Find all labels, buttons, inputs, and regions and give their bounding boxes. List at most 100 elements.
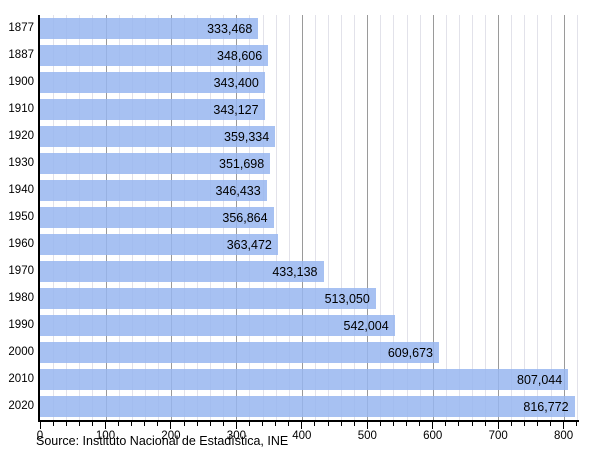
minor-tick (340, 422, 342, 426)
minor-tick (209, 422, 211, 426)
bar-value-label: 351,698 (219, 156, 265, 171)
minor-tick (536, 422, 538, 426)
x-axis-line (38, 420, 579, 422)
bar-1980: 513,050 (40, 288, 376, 309)
major-tick (170, 422, 172, 429)
minor-tick (471, 422, 473, 426)
x-tick-label-600: 600 (423, 430, 443, 442)
x-tick-label-100: 100 (95, 430, 116, 442)
major-tick (497, 422, 499, 429)
bar-1940: 346,433 (40, 180, 267, 201)
bar-value-label: 807,044 (517, 372, 563, 387)
bar-1960: 363,472 (40, 234, 278, 255)
bar-1970: 433,138 (40, 261, 324, 282)
source-note: Source: Instituto Nacional de Estadístic… (36, 434, 289, 448)
x-tick-label-300: 300 (226, 430, 246, 442)
minor-gridline (537, 15, 539, 420)
minor-tick (353, 422, 355, 426)
x-tick-label-700: 700 (488, 430, 508, 442)
bar-value-label: 359,334 (224, 129, 270, 144)
major-tick (563, 422, 565, 429)
year-label-1970: 1970 (8, 265, 34, 277)
minor-tick (262, 422, 263, 426)
minor-tick (510, 422, 512, 426)
bar-1887: 348,606 (40, 45, 269, 66)
minor-tick (91, 422, 93, 426)
bar-1950: 356,864 (40, 207, 274, 228)
year-label-1950: 1950 (8, 211, 34, 223)
minor-gridline (445, 15, 447, 420)
x-tick-label-200: 200 (161, 430, 181, 442)
year-label-2020: 2020 (8, 400, 34, 412)
minor-gridline (341, 15, 343, 420)
bar-1900: 343,400 (40, 72, 265, 93)
major-gridline (432, 15, 434, 420)
major-gridline (301, 15, 303, 420)
minor-tick (484, 422, 486, 426)
x-tick-label-400: 400 (292, 430, 312, 442)
minor-gridline (419, 15, 421, 420)
bar-1877: 333,468 (40, 18, 259, 39)
minor-tick (222, 422, 224, 426)
major-gridline (563, 15, 565, 420)
bar-value-label: 346,433 (215, 183, 261, 198)
year-label-2010: 2010 (8, 373, 34, 385)
bar-value-label: 343,127 (213, 102, 259, 117)
bar-2010: 807,044 (40, 369, 569, 390)
bar-1920: 359,334 (40, 126, 276, 147)
bar-value-label: 348,606 (217, 48, 263, 63)
x-tick-label-800: 800 (554, 430, 574, 442)
bar-value-label: 363,472 (226, 237, 272, 252)
minor-gridline (524, 15, 526, 420)
bar-value-label: 356,864 (222, 210, 268, 225)
minor-tick (131, 422, 133, 426)
minor-tick (419, 422, 421, 426)
minor-gridline (380, 15, 382, 420)
y-axis-line (38, 15, 40, 422)
year-label-1940: 1940 (8, 184, 34, 196)
minor-gridline (472, 15, 473, 420)
major-tick (235, 422, 237, 429)
year-label-1910: 1910 (8, 103, 34, 115)
minor-gridline (393, 15, 395, 420)
minor-tick (52, 422, 54, 426)
year-label-1877: 1877 (8, 22, 34, 34)
minor-gridline (550, 15, 552, 420)
bar-1990: 542,004 (40, 315, 395, 336)
bar-2020: 816,772 (40, 396, 575, 417)
major-tick (301, 422, 303, 429)
minor-gridline (458, 15, 460, 420)
minor-gridline (406, 15, 408, 420)
minor-gridline (275, 15, 277, 420)
major-gridline (367, 15, 369, 420)
minor-tick (550, 422, 551, 426)
minor-tick (379, 422, 381, 426)
minor-tick (392, 422, 394, 426)
minor-tick (144, 422, 146, 426)
plot-area: 333,468 348,606 343,400 343,127 359,334 351,6… (40, 15, 578, 420)
minor-tick (183, 422, 185, 426)
major-tick (366, 422, 368, 429)
minor-tick (275, 422, 277, 426)
major-gridline (498, 15, 500, 420)
minor-tick (78, 422, 80, 426)
year-label-1930: 1930 (8, 157, 34, 169)
year-label-1900: 1900 (8, 76, 34, 88)
minor-tick (406, 422, 407, 426)
minor-tick (65, 422, 67, 426)
minor-tick (523, 422, 525, 426)
year-label-2000: 2000 (8, 346, 34, 358)
year-label-1887: 1887 (8, 49, 34, 61)
major-tick (39, 422, 41, 429)
x-tick-label-0: 0 (36, 430, 44, 442)
minor-gridline (314, 15, 316, 420)
minor-tick (118, 422, 119, 426)
major-tick (432, 422, 434, 429)
x-tick-label-500: 500 (357, 430, 377, 442)
minor-tick (314, 422, 316, 426)
bar-value-label: 542,004 (343, 318, 389, 333)
year-label-1920: 1920 (8, 130, 34, 142)
minor-gridline (511, 15, 513, 420)
bar-value-label: 816,772 (523, 399, 569, 414)
